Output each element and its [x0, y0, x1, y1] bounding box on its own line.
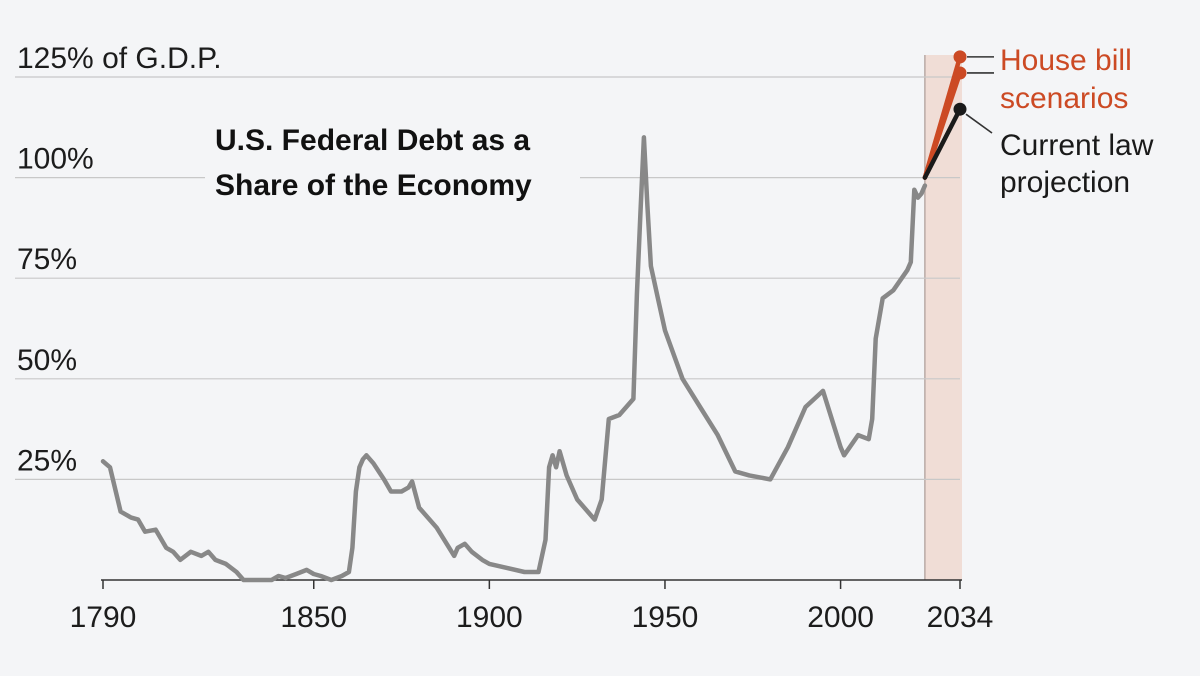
title-line-2: Share of the Economy [215, 169, 532, 202]
y-tick-label: 125% of G.D.P. [17, 42, 222, 75]
x-tick-label: 2034 [927, 601, 994, 634]
title-line-1: U.S. Federal Debt as a [215, 124, 530, 157]
x-tick-label: 1790 [70, 601, 137, 634]
current-law-leader [965, 113, 993, 134]
leader-lines [965, 56, 994, 134]
chart-title: U.S. Federal Debt as a Share of the Econ… [205, 118, 580, 208]
x-tick-label: 1950 [632, 601, 699, 634]
house-bill-low-endpoint [953, 66, 967, 80]
y-tick-label-bg [12, 141, 99, 174]
title-background [205, 118, 580, 208]
x-tick-label: 1850 [280, 601, 347, 634]
annotations: House bill scenarios Current law project… [965, 44, 1154, 199]
projection-lines [922, 50, 967, 180]
x-tick-label: 2000 [807, 601, 874, 634]
current-law-label-line-2: projection [1000, 166, 1130, 199]
y-tick-label: 100% [17, 143, 94, 176]
y-tick-label-bg [12, 242, 83, 275]
y-tick-label-bg [12, 41, 227, 73]
y-tick-label: 75% [17, 243, 77, 276]
projection-band [924, 55, 962, 580]
y-tick-labels: 125% of G.D.P. 100% 75% 50% 25% [12, 41, 227, 477]
house-bill-low-line [922, 70, 963, 180]
y-tick-label-bg [12, 342, 83, 375]
x-ticks: 1790 1850 1900 1950 2000 2034 [70, 580, 994, 634]
current-law-endpoint [953, 102, 967, 116]
y-tick-label-bg [12, 443, 83, 476]
historical-debt-line [100, 135, 928, 583]
house-bill-label-line-2: scenarios [1000, 82, 1128, 115]
house-bill-label-line-1: House bill [1000, 44, 1132, 77]
house-bill-high-endpoint [953, 50, 967, 64]
current-law-line [922, 106, 963, 180]
current-law-label-line-1: Current law [1000, 129, 1154, 162]
y-tick-label: 50% [17, 344, 77, 377]
y-tick-label: 25% [17, 444, 77, 477]
x-tick-label: 1900 [456, 601, 523, 634]
